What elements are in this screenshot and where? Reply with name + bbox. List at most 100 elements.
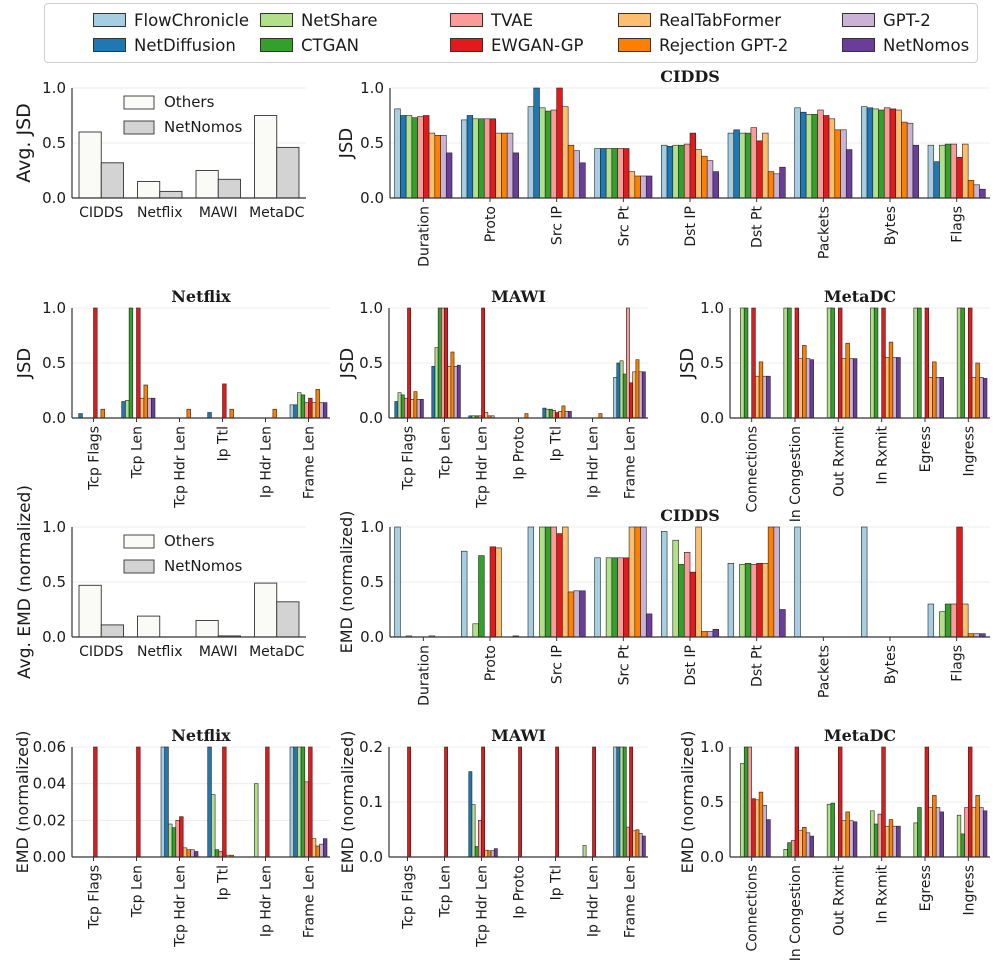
bar-ewgan-gp xyxy=(968,307,973,419)
x-tick-label: Out Rxmit xyxy=(831,426,847,497)
bar-rejection gpt-2 xyxy=(932,361,937,419)
bar-netdiffusion xyxy=(616,362,621,419)
bar-ctgan xyxy=(300,394,306,419)
x-tick-label: Duration xyxy=(416,645,432,706)
x-tick-label: Ip Ttl xyxy=(549,865,565,900)
bar-ewgan-gp xyxy=(689,132,697,199)
x-tick-label: In Congestion xyxy=(788,865,804,961)
bar-gpt-2 xyxy=(805,358,811,419)
bar-flowchronicle xyxy=(527,106,535,199)
bar-tvae xyxy=(617,148,624,199)
bar-ewgan-gp xyxy=(481,307,485,419)
bar-rejection gpt-2 xyxy=(758,361,764,419)
bar-tvae xyxy=(883,107,891,199)
bar-netshare xyxy=(870,810,875,858)
legend-item: Rejection GPT-2 xyxy=(618,36,788,55)
bar-netshare xyxy=(826,307,832,419)
bar-ctgan xyxy=(873,823,879,858)
x-tick-label: Tcp Len xyxy=(438,426,454,479)
bar-gpt-2 xyxy=(773,526,780,638)
bar-netdiffusion xyxy=(121,401,126,419)
bar-netnomos xyxy=(712,171,719,199)
y-tick-label: 1.0 xyxy=(360,518,384,536)
bar-ctgan xyxy=(917,807,922,858)
chart-title: MAWI xyxy=(491,287,546,306)
bar-rejection gpt-2 xyxy=(561,405,566,419)
bar-gpt-2 xyxy=(935,376,941,419)
bar-ctgan xyxy=(214,849,220,858)
bar-netdiffusion xyxy=(542,407,547,419)
bar-rejection gpt-2 xyxy=(834,129,841,199)
bar-netnomos xyxy=(939,376,944,419)
bar-ctgan xyxy=(544,526,552,638)
bar-flowchronicle xyxy=(394,526,401,638)
bar-ewgan-gp xyxy=(222,383,227,419)
bar-realtabformer xyxy=(928,807,933,858)
bar-ewgan-gp xyxy=(968,746,973,858)
bar-ewgan-gp xyxy=(407,746,411,858)
bar-gpt-2 xyxy=(706,631,714,638)
bar-realtabformer xyxy=(971,376,977,419)
bar-netnomos xyxy=(939,811,944,858)
legend-label: NetNomos xyxy=(164,118,243,136)
bar-ewgan-gp xyxy=(489,546,497,638)
y-tick-label: 1.0 xyxy=(359,299,383,317)
x-tick-label: Dst Pt xyxy=(750,644,766,686)
bar-realtabformer xyxy=(798,830,803,858)
bar-rejection gpt-2 xyxy=(634,526,641,638)
bar-realtabformer xyxy=(971,807,977,858)
bar-gpt-2 xyxy=(319,402,324,419)
y-tick-label: 0.0 xyxy=(42,628,66,646)
bar-netdiffusion xyxy=(933,161,940,199)
x-tick-label: In Congestion xyxy=(788,426,804,522)
legend-item: CTGAN xyxy=(260,36,359,55)
bar-ewgan-gp xyxy=(308,746,313,858)
x-tick-label: Dst IP xyxy=(683,206,699,247)
bar-ctgan xyxy=(830,802,835,858)
legend-label: EWGAN-GP xyxy=(491,35,584,55)
bar-rejection gpt-2 xyxy=(888,819,894,858)
bar-netshare xyxy=(939,144,946,199)
y-tick-label: 0.0 xyxy=(359,409,383,427)
x-tick-label: Dst IP xyxy=(683,645,699,686)
x-tick-label: In Rxmit xyxy=(875,864,891,923)
bar-realtabformer xyxy=(962,143,969,199)
bar-netnomos xyxy=(567,411,572,419)
bar-ewgan-gp xyxy=(555,412,559,419)
bar-rejection gpt-2 xyxy=(598,413,603,419)
bar-netshare xyxy=(939,611,946,638)
bar-netnomos xyxy=(641,371,646,419)
y-axis-label: Avg. JSD xyxy=(13,103,35,183)
y-tick-label: 1.0 xyxy=(42,79,66,97)
bar-ctgan xyxy=(960,307,965,419)
bar-tvae xyxy=(304,402,309,419)
bar-ewgan-gp xyxy=(924,307,930,419)
y-tick-label: 0.1 xyxy=(359,793,383,811)
bar-gpt-2 xyxy=(640,526,647,638)
y-tick-label: 0.2 xyxy=(359,738,383,756)
bar-netnomos xyxy=(645,175,653,199)
bar-ctgan xyxy=(128,307,134,419)
bar-ewgan-gp xyxy=(629,746,633,858)
bar-netnomos xyxy=(419,398,424,419)
bar-tvae xyxy=(950,603,957,638)
bar-tvae xyxy=(404,397,408,419)
bar-flowchronicle xyxy=(594,557,601,638)
bar-netdiffusion xyxy=(666,146,674,199)
bar-rejection gpt-2 xyxy=(413,391,418,419)
bar-rejection gpt-2 xyxy=(315,845,320,858)
bar-netnomos xyxy=(779,166,786,199)
x-tick-label: Ip Proto xyxy=(512,426,528,480)
bar-tvae xyxy=(478,820,482,858)
legend-swatch xyxy=(123,534,155,549)
bar-gpt-2 xyxy=(973,184,980,199)
bar-netshare xyxy=(254,783,259,858)
bar-ctgan xyxy=(478,555,485,638)
bar-ewgan-gp xyxy=(756,562,763,638)
bar-rejection gpt-2 xyxy=(501,132,508,199)
bar-netshare xyxy=(956,814,962,858)
bar-netdiffusion xyxy=(293,746,298,858)
bar-ewgan-gp xyxy=(555,746,559,858)
bar-netshare xyxy=(913,822,918,858)
